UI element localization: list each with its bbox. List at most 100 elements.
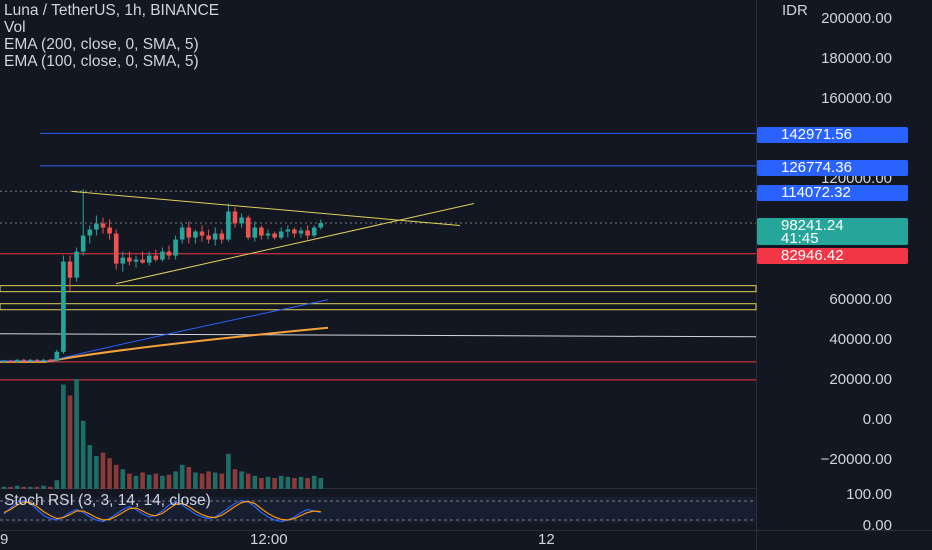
candle-body: [285, 229, 291, 232]
volume-bar: [245, 473, 251, 489]
volume-bar: [107, 458, 112, 489]
candle-body: [212, 233, 218, 240]
candle-body: [34, 359, 40, 361]
volume-bar: [272, 478, 277, 489]
candle-body: [173, 239, 178, 256]
candle-body: [305, 230, 310, 236]
volume-bar: [100, 452, 106, 489]
volume-bar: [173, 471, 178, 489]
last-price-value: 98241.24: [781, 217, 844, 234]
candle-body: [232, 211, 238, 224]
candle-body: [87, 229, 93, 236]
volume-bar: [94, 456, 99, 489]
candle-body: [94, 223, 99, 230]
volume-bar: [80, 420, 86, 489]
candle-body: [80, 235, 86, 252]
ema100-indicator-label[interactable]: EMA (100, close, 0, SMA, 5): [4, 53, 199, 70]
price-axis-tick: 60000.00: [829, 290, 892, 308]
candle-body: [206, 235, 211, 240]
volume-bar: [120, 469, 126, 489]
volume-bar: [14, 485, 20, 489]
volume-bar: [87, 445, 93, 489]
candle-body: [47, 359, 53, 361]
price-axis-tick: 40000.00: [829, 330, 892, 348]
ema200-indicator-label[interactable]: EMA (200, close, 0, SMA, 5): [4, 36, 199, 53]
price-tag-level-3: 114072.32: [757, 185, 908, 201]
ema100-line: [0, 299, 329, 362]
candle-body: [74, 251, 79, 278]
candle-body: [318, 223, 324, 228]
volume-bar: [28, 486, 33, 489]
candle-body: [219, 233, 225, 240]
volume-bar: [74, 379, 79, 489]
candle-body: [28, 359, 33, 361]
candle-body: [140, 259, 145, 263]
candle-body: [153, 255, 159, 260]
candle-body: [252, 227, 258, 238]
candle-body: [107, 227, 112, 234]
currency-label[interactable]: IDR: [782, 2, 808, 19]
candle-body: [160, 251, 165, 260]
candle-body: [278, 231, 284, 238]
stoch-rsi-label[interactable]: Stoch RSI (3, 3, 14, 14, close): [4, 492, 211, 509]
triangle-lower-line: [115, 202, 475, 285]
candle-body: [21, 359, 27, 361]
stoch-k-line: [3, 499, 321, 523]
candle-body: [133, 259, 139, 262]
candle-body: [8, 360, 13, 362]
volume-bar: [113, 464, 119, 489]
volume-bar: [186, 467, 192, 489]
volume-bar: [34, 486, 40, 489]
candle-body: [166, 251, 172, 256]
bar-countdown: 41:45: [781, 230, 819, 247]
candle-body: [186, 227, 192, 238]
volume-bar: [193, 472, 198, 489]
candle-body: [226, 211, 231, 240]
candle-body: [311, 227, 317, 236]
candle-body: [146, 255, 152, 263]
volume-bar: [199, 473, 205, 489]
stoch-d-line: [3, 500, 321, 521]
symbol-title[interactable]: Luna / TetherUS, 1h, BINANCE: [4, 2, 220, 19]
volume-bar: [140, 472, 145, 489]
volume-bar: [278, 475, 284, 489]
candle-body: [199, 231, 205, 236]
volume-bar: [153, 473, 159, 489]
white-trend-line: [0, 333, 757, 338]
ema200-line: [0, 326, 329, 363]
volume-bar: [127, 473, 132, 489]
volume-bar: [265, 476, 271, 489]
volume-bar: [8, 486, 13, 489]
volume-bar: [133, 475, 139, 489]
volume-bar: [67, 395, 73, 489]
time-tick-12-00: 12:00: [250, 531, 288, 548]
volume-bar: [160, 475, 165, 489]
volume-indicator-label[interactable]: Vol: [4, 19, 26, 36]
volume-bar: [298, 476, 304, 489]
candle-body: [245, 217, 251, 238]
candle-body: [272, 233, 277, 238]
last-price-tag: 98241.24 41:45: [757, 217, 908, 247]
candle-body: [14, 359, 20, 362]
chart-legend: Luna / TetherUS, 1h, BINANCE Vol EMA (20…: [4, 2, 219, 70]
candle-body: [127, 257, 132, 262]
candle-body: [41, 359, 46, 361]
volume-bar: [47, 486, 53, 489]
volume-bar: [21, 486, 27, 489]
candle-body: [67, 261, 73, 278]
yellow-zone-1: [0, 285, 757, 293]
candle-body: [100, 223, 106, 228]
volume-bar: [212, 472, 218, 489]
candle-body: [193, 231, 198, 238]
time-tick-12: 12: [538, 531, 555, 548]
volume-bar: [252, 475, 258, 489]
volume-bar: [179, 464, 185, 489]
triangle-upper-line: [71, 190, 461, 227]
volume-bar: [292, 478, 297, 489]
candle-body: [259, 227, 264, 236]
candle-body: [1, 360, 7, 362]
volume-bar: [166, 474, 172, 489]
price-axis-tick: 20000.00: [829, 370, 892, 388]
price-axis-tick: 160000.00: [821, 90, 892, 108]
